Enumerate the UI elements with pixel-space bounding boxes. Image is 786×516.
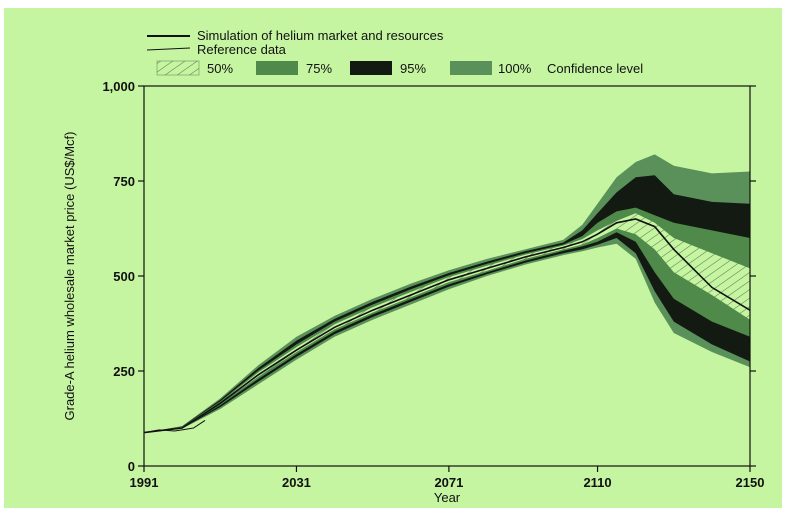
y-tick-label: 500: [113, 269, 135, 284]
legend-swatch-50: [156, 60, 200, 76]
legend-label-95: 95%: [400, 61, 426, 76]
legend-label-100: 100%: [498, 61, 532, 76]
legend: Simulation of helium market and resource…: [146, 28, 643, 76]
legend-swatch-95: [350, 61, 392, 75]
series-simulation-line: [143, 218, 751, 434]
y-tick-label: 250: [113, 364, 135, 379]
y-tick-label: 0: [128, 459, 135, 474]
x-tick-label: 2031: [282, 475, 311, 490]
legend-label-50: 50%: [207, 61, 233, 76]
legend-swatch-75: [256, 61, 298, 75]
y-tick-label: 750: [113, 174, 135, 189]
series-lines: [143, 218, 751, 434]
legend-swatch-100: [450, 61, 492, 75]
chart: Simulation of helium market and resource…: [62, 28, 765, 505]
legend-label-75: 75%: [306, 61, 332, 76]
y-axis: 0 250 500 750 1,000: [102, 79, 756, 474]
y-axis-label: Grade-A helium wholesale market price (U…: [62, 132, 77, 421]
x-tick-label: 2071: [434, 475, 463, 490]
y-tick-label: 1,000: [102, 79, 135, 94]
x-tick-label: 2110: [583, 475, 611, 490]
legend-label-simulation: Simulation of helium market and resource…: [197, 28, 444, 43]
band-75: [144, 207, 750, 433]
legend-confidence-level: Confidence level: [547, 61, 643, 76]
legend-label-reference: Reference data: [197, 42, 287, 57]
band-50: [144, 213, 750, 433]
x-axis: 1991 2031 2071 2110 2150: [130, 466, 765, 490]
confidence-bands: [144, 154, 750, 433]
x-tick-label: 1991: [130, 475, 159, 490]
x-axis-label: Year: [434, 490, 461, 505]
x-tick-label: 2150: [736, 475, 765, 490]
chart-background: Simulation of helium market and resource…: [4, 8, 782, 508]
legend-line-reference: [146, 47, 191, 51]
series-reference-line: [143, 419, 206, 434]
